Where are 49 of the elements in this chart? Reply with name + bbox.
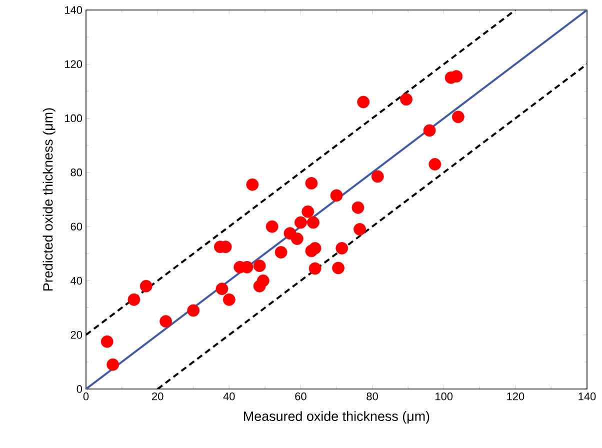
- x-tick-label: 60: [295, 392, 306, 400]
- y-axis-title: Predicted oxide thickness (μm): [42, 108, 56, 290]
- x-axis-title: Measured oxide thickness (μm): [244, 411, 430, 424]
- point: [187, 304, 200, 317]
- point: [294, 216, 307, 229]
- point: [332, 262, 344, 274]
- x-tick-label: 100: [436, 392, 453, 400]
- point: [428, 158, 442, 171]
- y-tick-label: 0: [76, 385, 82, 393]
- point: [452, 110, 464, 124]
- x-tick-label: 140: [578, 392, 596, 400]
- x-tick-label: 40: [223, 392, 235, 400]
- point: [302, 205, 314, 218]
- y-tick-label: 120: [65, 60, 82, 68]
- point: [100, 335, 114, 348]
- point: [246, 178, 259, 191]
- point: [400, 93, 412, 106]
- x-tick-label: 20: [152, 392, 164, 400]
- point: [336, 242, 348, 254]
- point: [160, 315, 172, 328]
- point: [357, 96, 370, 108]
- point: [222, 293, 236, 306]
- point: [140, 280, 152, 292]
- y-tick-label: 20: [70, 330, 82, 339]
- point: [308, 262, 322, 275]
- y-tick-label: 80: [70, 168, 82, 176]
- point: [330, 189, 343, 202]
- point: [423, 124, 436, 137]
- x-tick-label: 120: [507, 392, 524, 400]
- point: [266, 220, 278, 233]
- y-tick-label: 40: [70, 276, 82, 285]
- point: [352, 201, 364, 214]
- x-tick-label: 0: [83, 392, 89, 400]
- x-tick-label: 80: [366, 392, 378, 400]
- y-tick-label: 100: [65, 114, 82, 122]
- point: [371, 170, 384, 183]
- y-tick-label: 140: [65, 6, 82, 14]
- point: [106, 358, 120, 371]
- point: [354, 223, 366, 236]
- point: [305, 177, 318, 190]
- point: [253, 260, 266, 272]
- point: [256, 274, 270, 287]
- point: [216, 282, 228, 296]
- point: [290, 232, 304, 245]
- point: [274, 246, 288, 258]
- y-tick-label: 60: [70, 222, 82, 230]
- point: [128, 293, 140, 306]
- point: [307, 216, 320, 229]
- point: [308, 242, 322, 254]
